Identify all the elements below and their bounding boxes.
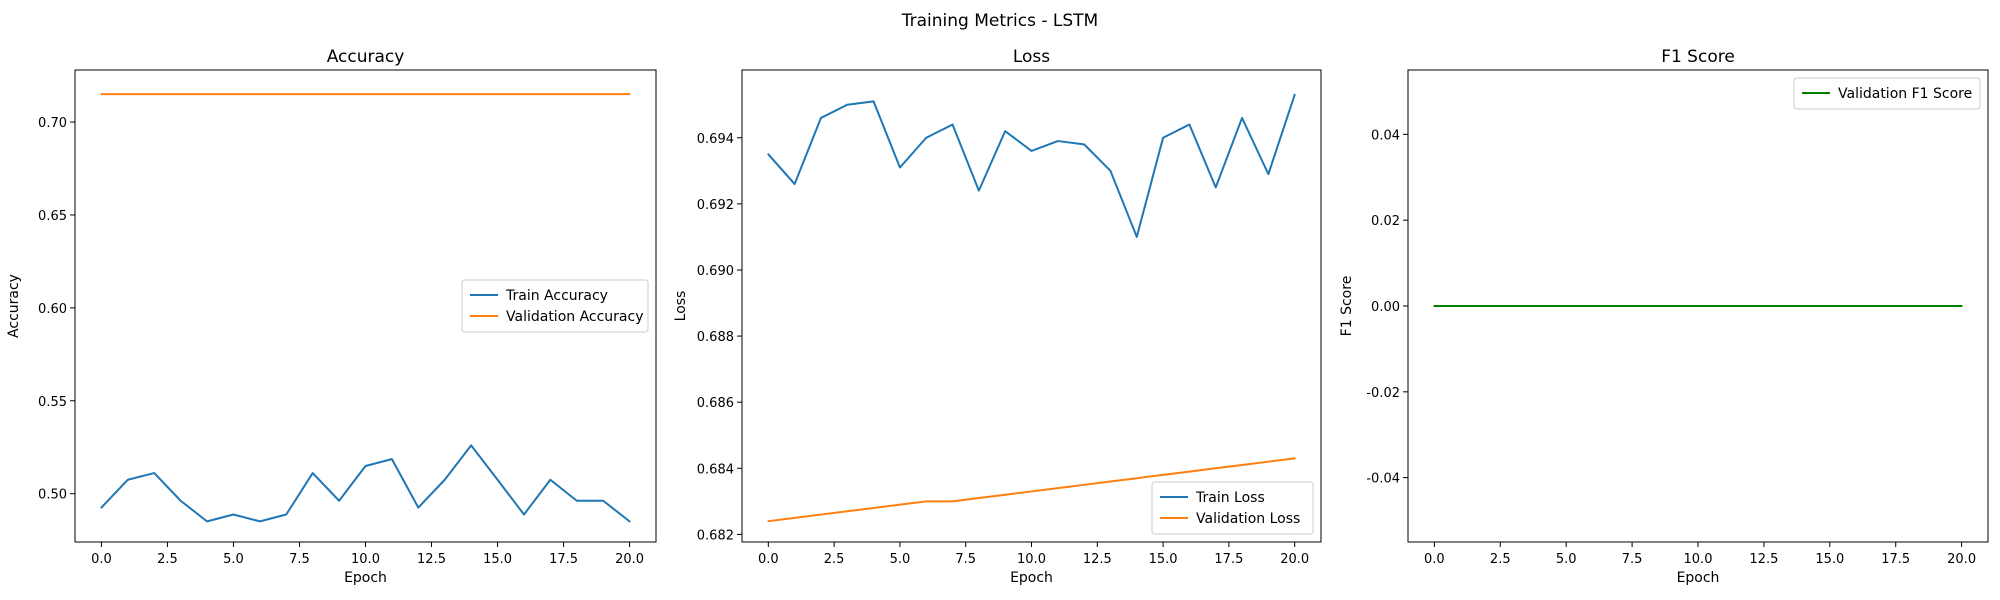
x-tick-label: 17.5 <box>1881 552 1910 567</box>
figure-title: Training Metrics - LSTM <box>901 11 1098 31</box>
x-tick-label: 7.5 <box>289 552 310 567</box>
chart-panel-0: Accuracy 0.0 2.5 5.0 7.5 10.0 12.5 15.0 17.5 20.0… <box>6 47 657 586</box>
y-tick-label: 0.50 <box>38 488 67 503</box>
x-tick-label: 7.5 <box>1622 552 1643 567</box>
x-tick-label: 2.5 <box>157 552 178 567</box>
x-tick-label: 7.5 <box>955 552 976 567</box>
legend-box <box>1151 481 1314 535</box>
y-tick-label: 0.694 <box>697 132 734 147</box>
legend: Validation F1 Score <box>1793 77 1981 110</box>
y-axis-label: Loss <box>673 291 689 322</box>
x-tick-label: 5.0 <box>1556 552 1577 567</box>
x-tick-label: 17.5 <box>1214 552 1243 567</box>
x-tick-label: 5.0 <box>223 552 244 567</box>
y-tick-label: 0.55 <box>38 395 67 410</box>
x-tick-label: 20.0 <box>1947 552 1976 567</box>
x-tick-label: 15.0 <box>1149 552 1178 567</box>
x-axis-label: Epoch <box>344 570 387 586</box>
y-tick-label: 0.690 <box>697 264 734 279</box>
y-tick-label: 0.04 <box>1371 128 1400 143</box>
y-tick-label: 0.02 <box>1371 214 1400 229</box>
x-tick-label: 0.0 <box>91 552 112 567</box>
y-tick-label: 0.684 <box>697 462 734 477</box>
legend: Train Accuracy Validation Accuracy <box>461 279 649 333</box>
series-line <box>767 93 1296 238</box>
y-tick-label: 0.70 <box>38 116 67 131</box>
y-tick-label: -0.04 <box>1366 472 1400 487</box>
plot-frame <box>1407 69 1989 543</box>
x-tick-label: 20.0 <box>615 552 644 567</box>
chart-panel-2: F1 Score 0.0 2.5 5.0 7.5 10.0 12.5 15.0 17.5 20.0… <box>1339 47 1989 586</box>
series-line <box>767 457 1296 523</box>
chart-title: F1 Score <box>1661 47 1735 67</box>
y-tick-label: 0.692 <box>697 198 734 213</box>
x-tick-label: 15.0 <box>483 552 512 567</box>
x-tick-label: 0.0 <box>758 552 779 567</box>
x-tick-label: 0.0 <box>1424 552 1445 567</box>
x-tick-label: 20.0 <box>1280 552 1309 567</box>
x-tick-label: 10.0 <box>1684 552 1713 567</box>
x-axis-label: Epoch <box>1677 570 1720 586</box>
x-axis-label: Epoch <box>1010 570 1053 586</box>
chart-panels: Accuracy 0.0 2.5 5.0 7.5 10.0 12.5 15.0 17.5 20.0… <box>6 47 1989 586</box>
y-tick-label: 0.686 <box>697 396 734 411</box>
x-tick-label: 2.5 <box>824 552 845 567</box>
x-tick-label: 15.0 <box>1815 552 1844 567</box>
x-tick-label: 10.0 <box>1017 552 1046 567</box>
legend: Train Loss Validation Loss <box>1151 481 1314 535</box>
chart-panel-1: Loss 0.0 2.5 5.0 7.5 10.0 12.5 15.0 17.5 20.0 0.68… <box>673 47 1322 586</box>
legend-entry: Train Accuracy <box>505 288 608 304</box>
legend-box <box>1793 77 1981 110</box>
legend-entry: Train Loss <box>1195 490 1265 506</box>
y-tick-label: 0.65 <box>38 209 67 224</box>
y-axis-label: Accuracy <box>6 274 22 338</box>
y-tick-label: 0.688 <box>697 330 734 345</box>
y-tick-label: -0.02 <box>1366 386 1400 401</box>
x-tick-label: 12.5 <box>417 552 446 567</box>
x-tick-label: 17.5 <box>549 552 578 567</box>
y-tick-label: 0.60 <box>38 302 67 317</box>
x-tick-label: 12.5 <box>1083 552 1112 567</box>
legend-entry: Validation Accuracy <box>506 309 644 325</box>
chart-title: Loss <box>1013 47 1050 67</box>
x-tick-label: 12.5 <box>1749 552 1778 567</box>
x-tick-label: 2.5 <box>1490 552 1511 567</box>
legend-entry: Validation F1 Score <box>1838 86 1972 102</box>
x-tick-label: 5.0 <box>890 552 911 567</box>
y-axis-label: F1 Score <box>1339 276 1355 337</box>
legend-box <box>461 279 649 333</box>
series-line <box>100 444 631 523</box>
x-tick-label: 10.0 <box>351 552 380 567</box>
plot-frame <box>74 69 657 543</box>
plot-frame <box>741 69 1322 543</box>
y-tick-label: 0.682 <box>697 528 734 543</box>
chart-title: Accuracy <box>327 47 405 67</box>
legend-entry: Validation Loss <box>1196 511 1300 527</box>
y-tick-label: 0.00 <box>1371 300 1400 315</box>
